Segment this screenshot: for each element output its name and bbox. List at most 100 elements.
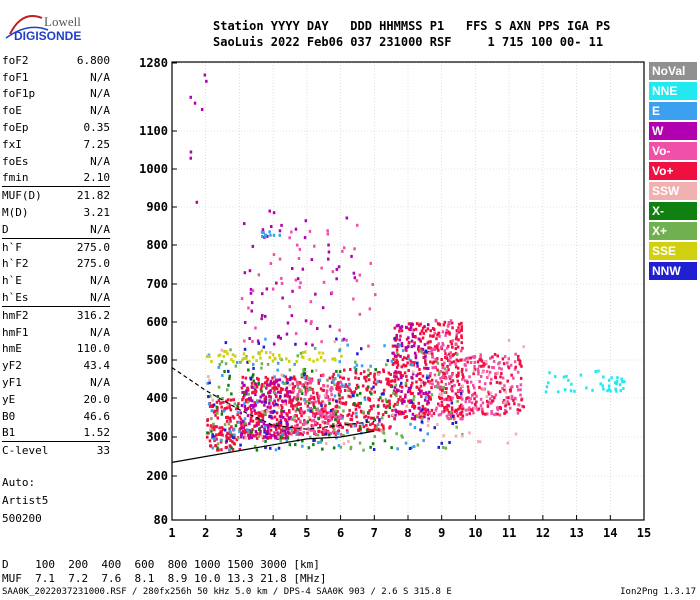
echo-point [269,398,272,402]
echo-point [339,375,342,379]
echo-point [260,389,263,393]
echo-point [348,408,351,412]
echo-point [272,233,276,237]
echo-point [428,381,432,385]
echo-point [475,400,478,404]
y-tick-label: 1100 [139,124,168,138]
echo-point [478,380,481,383]
echo-point [424,407,427,411]
echo-point [218,426,221,430]
echo-point [288,236,291,240]
echo-point [318,351,321,355]
echo-point [343,389,347,392]
echo-point [494,372,497,376]
echo-point [264,400,267,404]
echo-point [419,372,422,375]
logo-lowell-text: Lowell [44,14,81,29]
echo-point [332,426,335,430]
echo-point [288,305,291,309]
echo-point [319,402,323,406]
echo-point [410,384,413,388]
echo-point [278,426,281,430]
echo-point [433,348,437,351]
echo-point [221,433,224,437]
echo-point [436,346,439,350]
echo-point [398,343,401,347]
echo-point [301,384,304,388]
echo-point [380,392,384,396]
echo-point [373,378,377,382]
echo-point [264,446,267,450]
echo-point [379,380,383,384]
echo-point [409,399,413,403]
echo-point [382,424,385,428]
echo-point [405,346,409,349]
param-name: yE [2,392,16,406]
echo-point [374,425,377,428]
echo-point [442,371,445,375]
echo-point [421,347,425,351]
echo-point [229,416,232,420]
echo-point [451,408,454,412]
echo-point [437,386,440,389]
echo-point [345,216,349,220]
echo-point [346,343,349,347]
echo-point [312,428,315,432]
echo-point [262,439,265,442]
echo-point [320,266,323,270]
echo-point [319,356,323,359]
echo-point [255,421,259,425]
echo-point [465,357,468,360]
echo-point [367,344,370,348]
echo-point [377,411,380,415]
echo-point [220,412,224,416]
param-row: foF1 N/A [2,69,110,86]
echo-point [554,375,557,379]
echo-point [335,404,339,408]
echo-point [271,287,275,291]
echo-point [444,352,447,356]
echo-point [443,361,446,365]
echo-point [247,392,250,396]
echo-point [373,375,376,379]
echo-point [258,351,261,355]
echo-point [390,385,394,389]
echo-point [396,363,400,367]
echo-point [427,323,430,327]
echo-point [450,385,454,389]
echo-point [288,398,291,402]
echo-point [275,281,278,285]
y-tick-label: 500 [146,353,168,367]
echo-point [274,402,278,406]
echo-point [329,431,333,435]
echo-point [290,402,293,406]
echo-point [298,285,301,289]
echo-point [264,395,268,399]
echo-point [317,411,320,415]
echo-point [240,421,243,425]
x-tick-label: 4 [270,526,277,540]
echo-point [367,378,371,382]
param-value: 110.0 [76,342,110,356]
echo-point [397,344,400,348]
echo-point [380,423,384,427]
echo-point [413,361,416,365]
echo-point [286,381,289,385]
echo-point [279,431,282,435]
echo-point [447,412,451,416]
echo-point [269,428,273,432]
echo-point [307,376,310,380]
echo-point [227,398,230,402]
echo-point [249,404,253,407]
echo-point [220,348,223,352]
echo-point [237,402,240,406]
echo-point [297,417,300,421]
echo-point [251,399,254,403]
echo-point [433,426,436,430]
echo-point [362,410,365,414]
echo-point [366,411,370,415]
echo-point [311,419,314,423]
echo-point [397,353,400,357]
echo-point [448,375,451,379]
